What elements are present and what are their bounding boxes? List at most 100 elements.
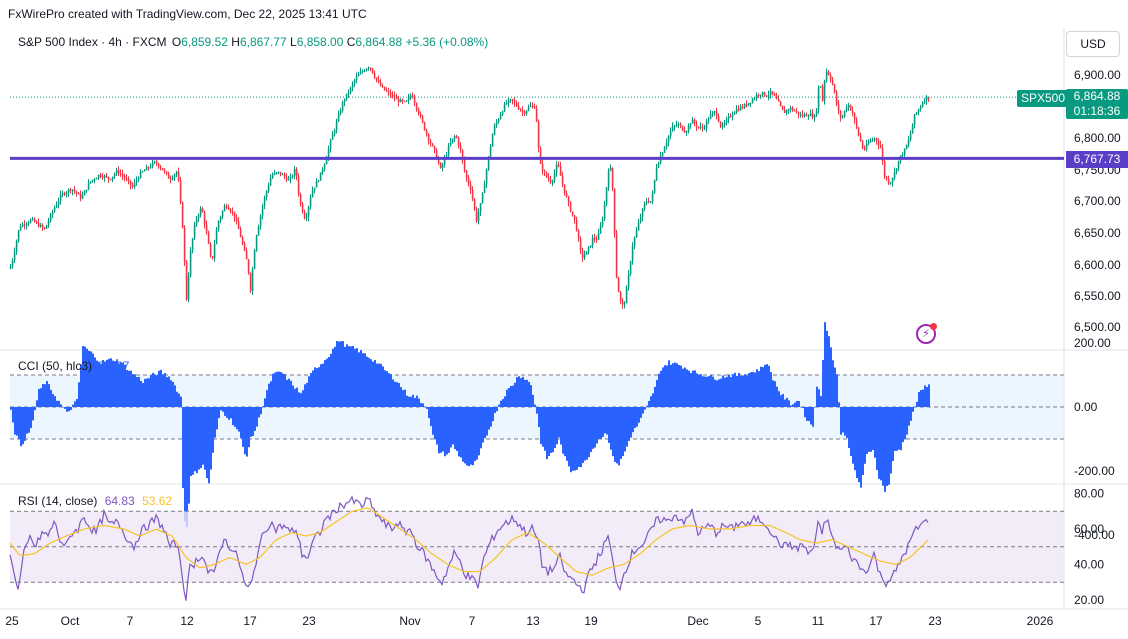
- candle-body: [877, 140, 880, 146]
- candle-body: [427, 133, 430, 141]
- candle-body: [289, 176, 292, 180]
- candle-body: [413, 98, 416, 104]
- cci-bar: [384, 370, 386, 407]
- cci-bar: [876, 407, 878, 471]
- cci-bar: [896, 407, 898, 451]
- candle-body: [323, 164, 326, 170]
- cci-bar: [856, 407, 858, 479]
- cci-bar: [218, 407, 220, 419]
- candle-body: [19, 226, 22, 231]
- candle-body: [59, 194, 62, 201]
- candle-body: [865, 144, 868, 150]
- cci-bar: [866, 407, 868, 455]
- candle-body: [473, 199, 476, 209]
- candle-body: [471, 189, 474, 200]
- candle-body: [917, 109, 920, 113]
- cci-bar: [882, 407, 884, 486]
- cci-bar: [96, 360, 98, 407]
- cci-bar: [280, 371, 282, 407]
- time-tick-label: 7: [469, 614, 476, 628]
- candle-body: [307, 206, 310, 218]
- candle-body: [185, 261, 188, 300]
- cci-bar: [850, 407, 852, 457]
- candle-body: [579, 238, 582, 251]
- time-tick-label: Oct: [61, 614, 80, 628]
- cci-bar: [334, 346, 336, 407]
- candle-body: [815, 109, 818, 116]
- cci-bar: [514, 382, 516, 407]
- cci-bar: [624, 407, 626, 452]
- candle-body: [81, 195, 84, 199]
- cci-bar: [294, 388, 296, 407]
- cci-bar: [604, 407, 606, 434]
- candle-body: [669, 130, 672, 137]
- cci-bar: [364, 353, 366, 407]
- cci-bar: [800, 407, 802, 408]
- candle-body: [841, 116, 844, 118]
- candle-body: [923, 100, 926, 104]
- cci-bar: [22, 407, 24, 445]
- cci-bar: [422, 403, 424, 407]
- candle-body: [769, 91, 772, 95]
- time-tick-label: Dec: [687, 614, 708, 628]
- candle-body: [859, 135, 862, 142]
- cci-bar: [742, 375, 744, 407]
- candle-body: [293, 168, 296, 176]
- candle-body: [621, 300, 624, 305]
- horizontal-level-label[interactable]: 6,767.73: [1066, 151, 1128, 168]
- candle-body: [221, 210, 224, 217]
- cci-bar: [906, 407, 908, 435]
- candle-body: [151, 162, 154, 167]
- candle-body: [785, 109, 788, 114]
- high-value: 6,867.77: [239, 35, 287, 49]
- candle-body: [117, 170, 120, 174]
- candle-body: [617, 277, 620, 293]
- cci-bar: [486, 407, 488, 436]
- cci-bar: [408, 396, 410, 407]
- cci-bar: [92, 353, 94, 407]
- candle-body: [837, 104, 840, 111]
- cci-bar: [568, 407, 570, 467]
- candle-body: [797, 111, 800, 115]
- cci-bar: [894, 407, 896, 451]
- cci-bar: [924, 385, 926, 407]
- rsi-title[interactable]: RSI (14, close): [18, 494, 98, 508]
- cci-bar: [240, 407, 242, 439]
- candle-body: [513, 100, 516, 103]
- candle-body: [351, 83, 354, 88]
- candle-body: [495, 122, 498, 126]
- candle-body: [745, 104, 748, 106]
- candle-body: [901, 155, 904, 157]
- candle-body: [891, 177, 894, 183]
- alert-flash-icon[interactable]: ⚡: [916, 323, 937, 344]
- candle-body: [851, 110, 854, 114]
- candle-body: [569, 202, 572, 212]
- candle-body: [157, 163, 160, 167]
- cci-bar: [814, 406, 816, 408]
- cci-bar: [156, 375, 158, 407]
- cci-bar: [772, 380, 774, 407]
- cci-bar: [734, 372, 736, 407]
- cci-bar: [796, 400, 798, 407]
- candle-body: [673, 125, 676, 127]
- currency-selector[interactable]: USD: [1066, 31, 1120, 57]
- open-label: O: [171, 35, 182, 49]
- cci-bar: [164, 373, 166, 407]
- candle-body: [541, 163, 544, 172]
- cci-bar: [532, 394, 534, 407]
- cci-bar: [640, 407, 642, 418]
- candle-body: [807, 116, 810, 118]
- candle-body: [247, 259, 250, 274]
- candle-body: [635, 230, 638, 238]
- candle-body: [475, 208, 478, 222]
- cci-bar: [278, 371, 280, 407]
- cci-bar: [446, 407, 448, 455]
- cci-bar: [104, 361, 106, 407]
- cci-bar: [538, 407, 540, 428]
- symbol-title[interactable]: S&P 500 Index · 4h · FXCM: [18, 35, 167, 49]
- cci-title[interactable]: CCI (50, hlc3): [18, 359, 93, 373]
- cci-bar: [400, 387, 402, 407]
- candle-body: [469, 184, 472, 190]
- cci-bar: [780, 395, 782, 407]
- cci-bar: [442, 407, 444, 452]
